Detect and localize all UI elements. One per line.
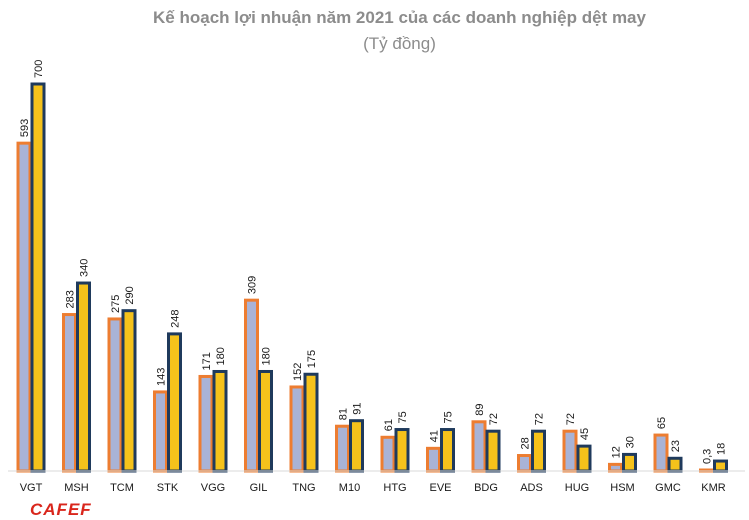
data-label-stk-series-2: 248 — [170, 310, 182, 328]
x-tick-label-vgt: VGT — [20, 482, 43, 494]
bar-tng-series-2 — [303, 372, 319, 473]
bar-tcm-series-2 — [121, 309, 137, 473]
x-tick-label-ads: ADS — [520, 482, 543, 494]
bar-m10-series-1 — [335, 424, 350, 473]
cafef-logo: CAFEF — [30, 500, 92, 519]
bar-msh-series-1 — [62, 313, 77, 473]
data-label-vgg-series-1: 171 — [201, 352, 213, 370]
data-label-ads-series-2: 72 — [534, 413, 546, 425]
bar-htg-series-2 — [394, 428, 410, 473]
x-tick-label-msh: MSH — [64, 482, 89, 494]
x-tick-label-tng: TNG — [292, 482, 315, 494]
x-tick-label-vgg: VGG — [201, 482, 225, 494]
data-label-tcm-series-1: 275 — [110, 295, 122, 313]
bar-vgt-series-1 — [16, 141, 32, 473]
x-tick-label-eve: EVE — [429, 482, 451, 494]
bar-bdg-series-2 — [485, 429, 501, 473]
chart-title: Kế hoạch lợi nhuận năm 2021 của các doan… — [153, 8, 646, 27]
bar-hsm-series-1 — [608, 462, 623, 473]
data-label-gmc-series-1: 65 — [656, 417, 668, 429]
bar-gil-series-1 — [244, 298, 259, 473]
data-label-hug-series-1: 72 — [565, 413, 577, 425]
x-tick-label-kmr: KMR — [701, 482, 726, 494]
data-label-tng-series-2: 175 — [306, 350, 318, 368]
data-label-eve-series-2: 75 — [443, 411, 455, 423]
bar-htg-series-1 — [380, 435, 396, 473]
data-label-eve-series-1: 41 — [429, 430, 441, 442]
bar-tng-series-1 — [289, 385, 305, 473]
data-label-gil-series-1: 309 — [247, 276, 259, 294]
data-label-hug-series-2: 45 — [579, 428, 591, 440]
bar-m10-series-2 — [349, 419, 364, 473]
data-label-hsm-series-1: 12 — [611, 446, 623, 458]
bar-gmc-series-2 — [667, 456, 683, 473]
data-label-vgt-series-1: 593 — [19, 119, 31, 137]
bar-stk-series-2 — [167, 332, 182, 473]
data-label-tcm-series-2: 290 — [124, 286, 136, 304]
x-tick-label-tcm: TCM — [110, 482, 134, 494]
data-label-msh-series-1: 283 — [65, 290, 77, 308]
data-label-stk-series-1: 143 — [156, 368, 168, 386]
data-label-vgt-series-2: 700 — [33, 60, 45, 78]
bar-gil-series-2 — [258, 369, 273, 473]
bar-hsm-series-2 — [622, 452, 637, 473]
data-label-msh-series-2: 340 — [79, 259, 91, 277]
bar-msh-series-2 — [76, 281, 91, 473]
x-tick-label-gil: GIL — [250, 482, 268, 494]
bar-vgg-series-2 — [212, 369, 228, 473]
x-tick-label-gmc: GMC — [655, 482, 681, 494]
data-label-tng-series-1: 152 — [292, 363, 304, 381]
x-tick-label-m10: M10 — [339, 482, 360, 494]
bar-eve-series-1 — [426, 446, 441, 473]
bar-bdg-series-1 — [471, 420, 487, 473]
data-label-gil-series-2: 180 — [261, 347, 273, 365]
data-label-bdg-series-1: 89 — [474, 404, 486, 416]
data-label-gmc-series-2: 23 — [670, 440, 682, 452]
bar-hug-series-1 — [562, 429, 578, 473]
data-label-vgg-series-2: 180 — [215, 347, 227, 365]
bar-kmr-series-2 — [713, 459, 728, 473]
data-label-htg-series-1: 61 — [383, 419, 395, 431]
data-label-m10-series-1: 81 — [338, 408, 350, 420]
data-label-htg-series-2: 75 — [397, 411, 409, 423]
x-tick-label-hsm: HSM — [610, 482, 634, 494]
bar-hug-series-2 — [576, 444, 592, 473]
data-label-ads-series-1: 28 — [520, 437, 532, 449]
data-label-kmr-series-2: 18 — [716, 443, 728, 455]
data-label-bdg-series-2: 72 — [488, 413, 500, 425]
data-label-kmr-series-1: 0,3 — [702, 449, 714, 464]
data-label-hsm-series-2: 30 — [625, 436, 637, 448]
chart-subtitle: (Tỷ đồng) — [363, 34, 436, 53]
bar-vgg-series-1 — [198, 374, 214, 473]
bar-ads-series-1 — [517, 454, 532, 473]
x-tick-label-hug: HUG — [565, 482, 589, 494]
bar-eve-series-2 — [440, 428, 455, 473]
x-tick-label-htg: HTG — [383, 482, 406, 494]
x-tick-label-stk: STK — [157, 482, 179, 494]
data-label-m10-series-2: 91 — [352, 402, 364, 414]
bar-vgt-series-2 — [30, 82, 46, 473]
bar-ads-series-2 — [531, 429, 546, 473]
x-tick-label-bdg: BDG — [474, 482, 498, 494]
bar-tcm-series-1 — [107, 317, 123, 473]
bar-gmc-series-1 — [653, 433, 669, 473]
bar-stk-series-1 — [153, 390, 168, 473]
